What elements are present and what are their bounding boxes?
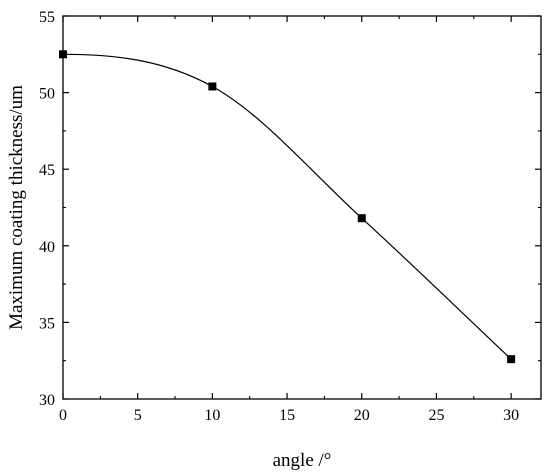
y-tick-label: 35 [39,315,55,332]
y-tick-label: 45 [39,162,55,179]
x-tick-label: 0 [59,407,67,424]
plot-frame [62,15,542,400]
x-axis-title: angle /° [273,450,332,471]
data-point-marker [357,214,366,223]
x-tick-label: 15 [279,407,295,424]
y-tick-label: 30 [39,392,55,409]
x-tick-label: 30 [503,407,519,424]
series-line [62,53,512,360]
y-tick-label: 50 [39,86,55,103]
data-point-marker [59,50,67,59]
x-tick-label: 10 [204,407,220,424]
y-tick-label: 55 [39,9,55,26]
x-tick-label: 25 [428,407,444,424]
data-point-marker [208,82,217,91]
y-tick-label: 40 [39,239,55,256]
data-point-marker [507,355,516,364]
x-tick-label: 5 [134,407,142,424]
y-axis-title: Maximum coating thickness/um [6,85,27,330]
x-tick-label: 20 [354,407,370,424]
